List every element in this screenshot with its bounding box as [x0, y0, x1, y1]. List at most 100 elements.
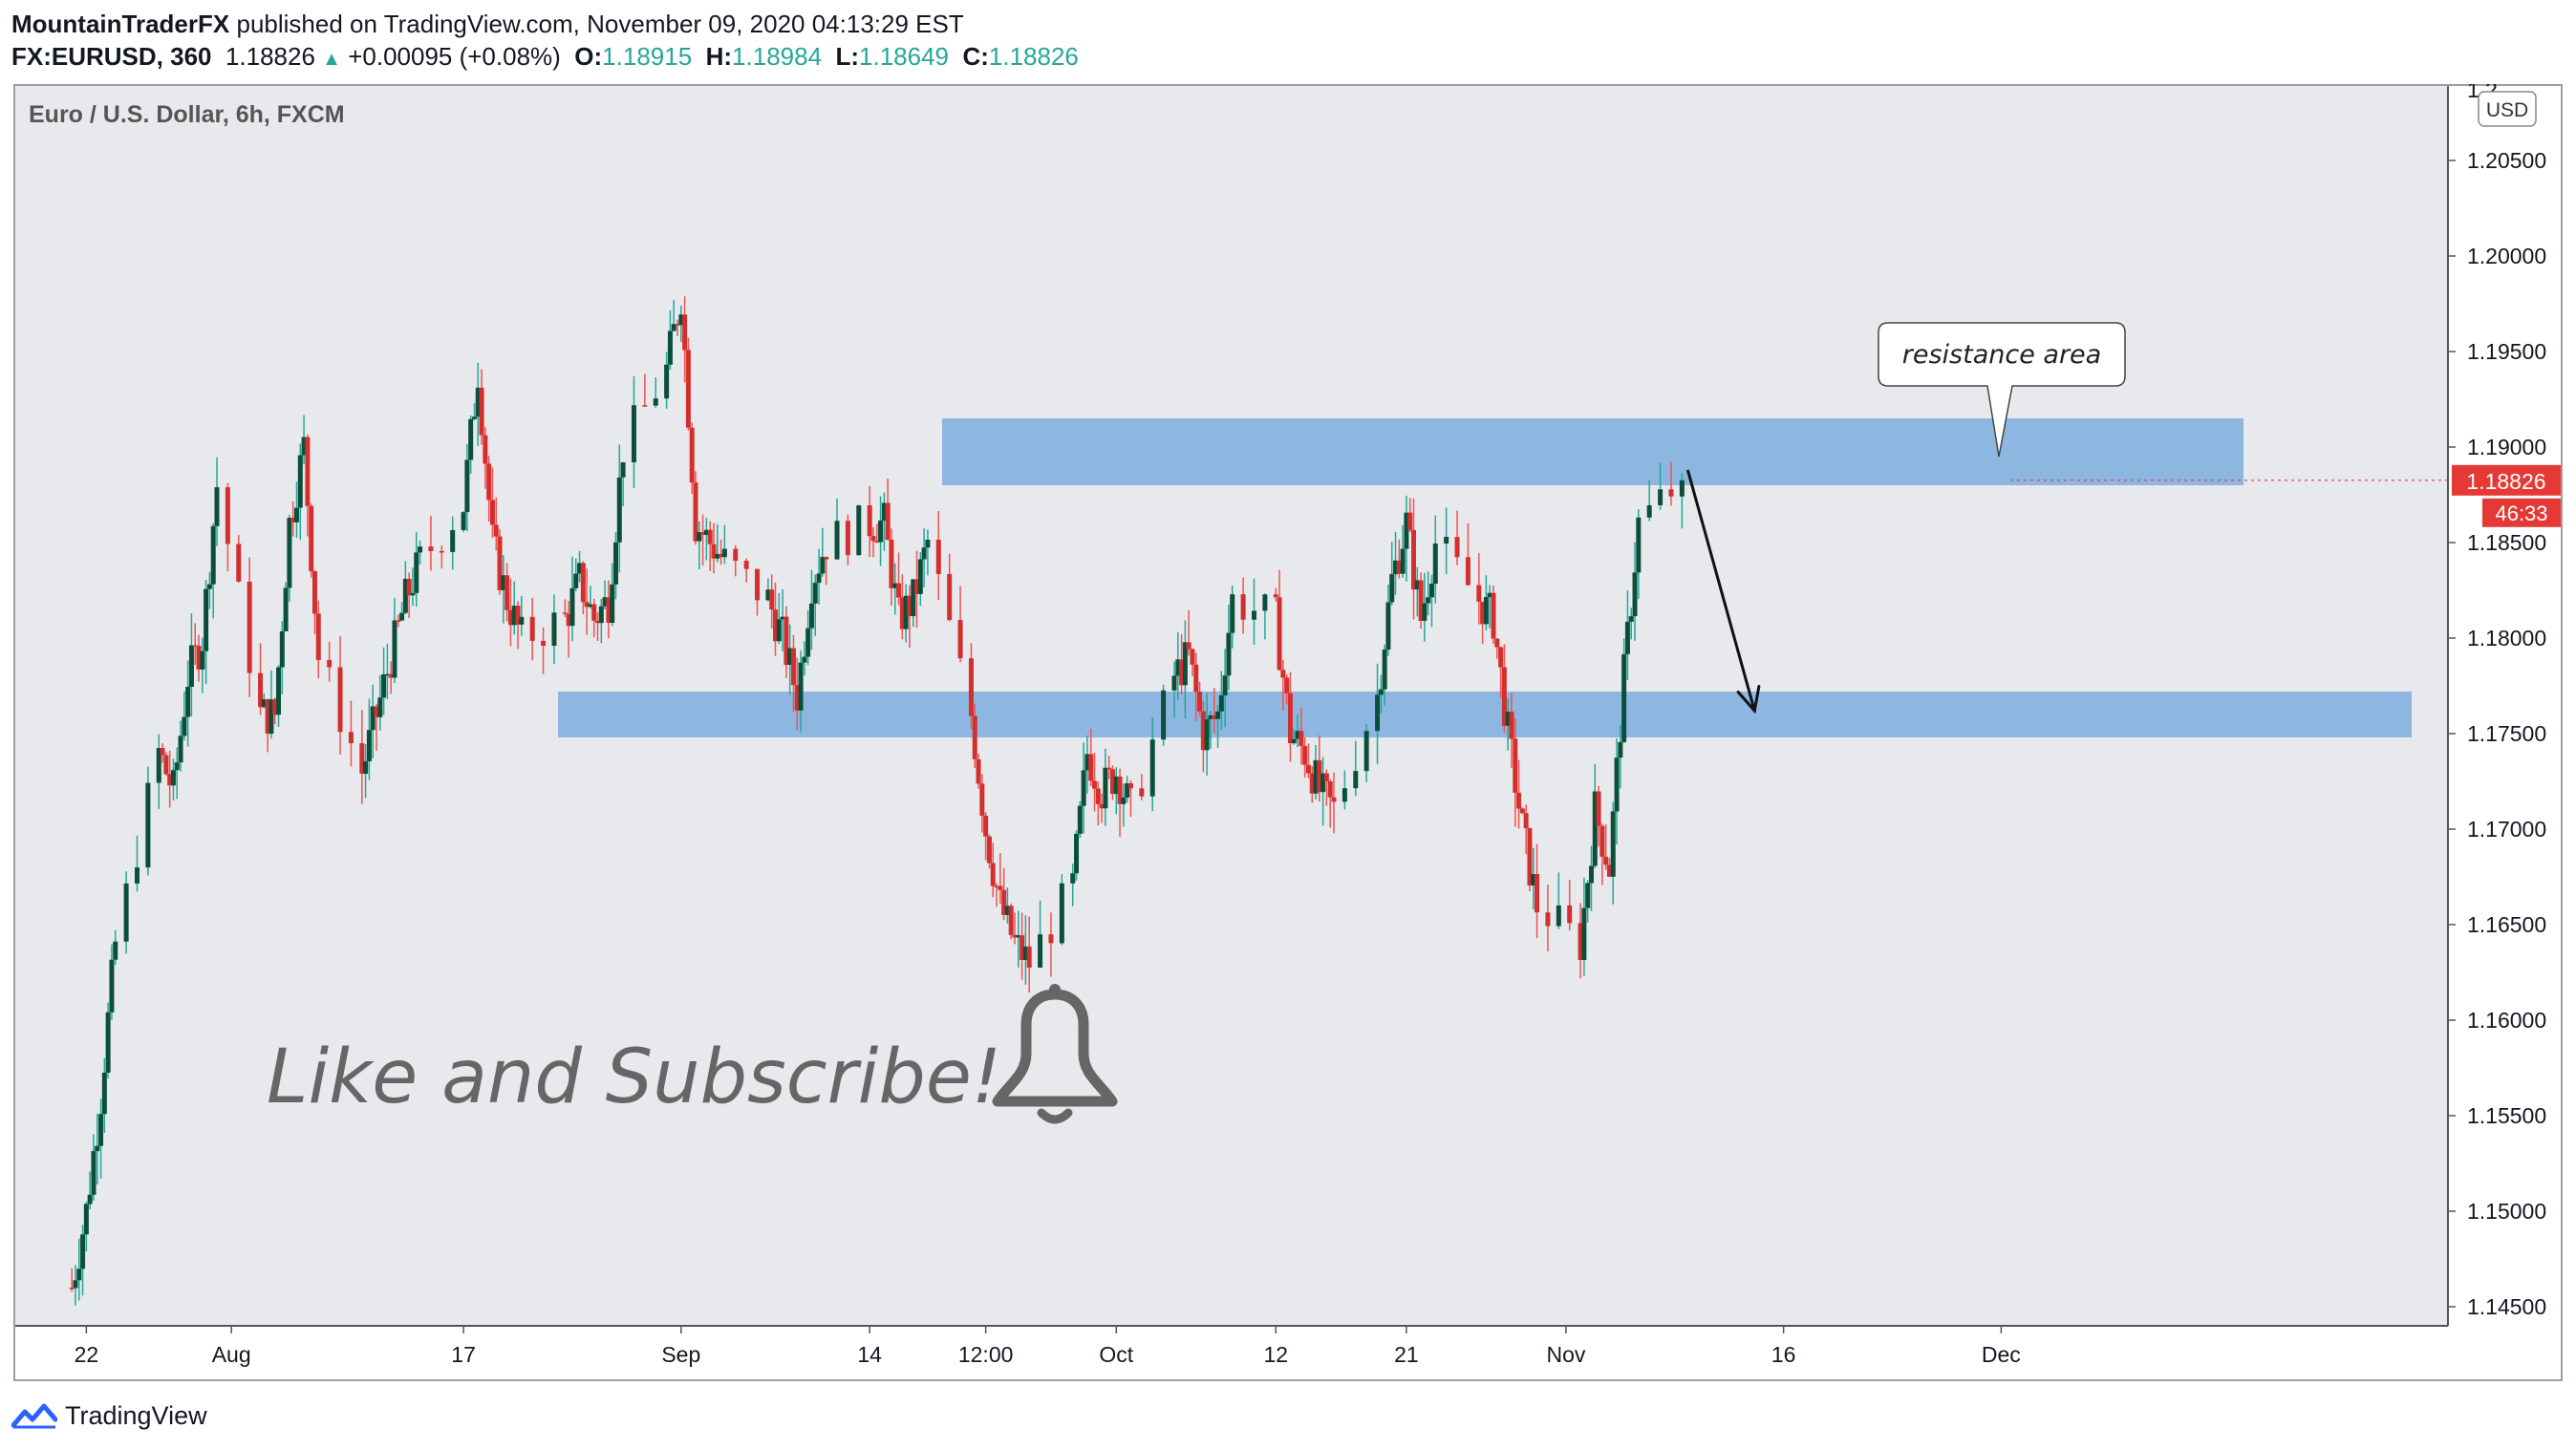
author-name[interactable]: MountainTraderFX — [11, 10, 230, 38]
candle-body — [1353, 771, 1359, 789]
candle-body — [366, 730, 372, 762]
tradingview-logo-icon[interactable] — [11, 1402, 57, 1429]
candle-body — [402, 578, 408, 613]
open-value: 1.18915 — [602, 42, 693, 71]
candle-body — [1186, 642, 1191, 650]
candle-body — [359, 743, 365, 774]
candle-body — [1197, 692, 1203, 712]
candle-body — [598, 606, 604, 624]
candle-body — [1127, 783, 1133, 789]
x-tick-label: 12 — [1263, 1342, 1288, 1367]
resistance-zone[interactable] — [942, 418, 2243, 485]
candle-body — [283, 587, 289, 631]
candle-body — [1422, 603, 1428, 621]
candle-body — [721, 548, 727, 558]
candle-body — [1505, 712, 1511, 726]
projection-arrow-line[interactable] — [1685, 469, 1756, 712]
candle-body — [1048, 934, 1054, 944]
candle-body — [1149, 739, 1155, 797]
candle-body — [794, 685, 800, 711]
candle-body — [1001, 889, 1007, 915]
candle-body — [577, 563, 583, 574]
candle-body — [935, 540, 941, 574]
candle-body — [907, 595, 912, 617]
candle-body — [489, 500, 495, 525]
symbol-label: FX:EURUSD, 360 — [11, 42, 212, 71]
countdown-tag — [2482, 498, 2561, 527]
candle-body — [983, 815, 989, 837]
candle-body — [76, 1269, 82, 1281]
support-zone[interactable] — [558, 692, 2412, 737]
x-tick-label: 14 — [857, 1342, 882, 1367]
candle-body — [1008, 906, 1014, 935]
candle-body — [925, 540, 931, 548]
candle-body — [595, 620, 601, 624]
candle-body — [1531, 874, 1536, 885]
candle-body — [867, 505, 872, 537]
candle-body — [98, 1114, 104, 1146]
candle-body — [1501, 667, 1507, 726]
candle-body — [921, 547, 927, 560]
tradingview-brand[interactable]: TradingView — [65, 1400, 207, 1430]
price-axis-area[interactable] — [2448, 84, 2563, 1326]
candle-body — [1277, 597, 1282, 671]
high-label: H: — [705, 42, 733, 71]
candle-body — [370, 706, 376, 731]
candle-body — [1432, 544, 1438, 585]
candle-body — [885, 502, 891, 541]
candle-body — [1513, 738, 1518, 793]
candle-body — [569, 587, 575, 627]
candle-body — [384, 673, 390, 676]
candle-body — [1117, 776, 1123, 804]
candle-body — [174, 762, 180, 771]
candle-body — [1606, 864, 1612, 877]
candle-body — [511, 606, 517, 626]
candle-body — [1175, 659, 1181, 676]
candle-body — [1535, 874, 1540, 913]
candle-body — [1182, 642, 1188, 686]
candle-body — [773, 609, 778, 642]
candle-body — [1363, 731, 1369, 772]
candle-body — [682, 314, 688, 351]
price-chart[interactable]: 1.14500 1.15000 1.15500 1.16000 1.16500 1.170… — [13, 84, 2565, 1381]
candle-body — [820, 556, 826, 574]
candle-body — [1230, 594, 1235, 633]
candle-body — [1299, 731, 1304, 746]
candle-body — [689, 427, 695, 483]
candle-body — [327, 659, 333, 668]
candle-body — [802, 656, 807, 663]
x-tick-label: 17 — [451, 1342, 476, 1367]
candle-body — [986, 836, 992, 864]
candle-body — [1215, 711, 1221, 719]
time-axis-area[interactable] — [13, 1326, 2448, 1381]
candle-body — [1476, 585, 1482, 602]
candle-body — [1070, 873, 1076, 884]
candle-body — [1679, 480, 1685, 497]
candle-body — [1396, 560, 1402, 574]
y-tick-label: 1.19500 — [2467, 339, 2546, 364]
candle-body — [1022, 946, 1028, 960]
candle-body — [501, 575, 506, 590]
candle-body — [580, 563, 586, 603]
candle-body — [685, 350, 691, 428]
time-axis-labels: 22 Aug 17 Sep 14 12:00 Oct 12 21 Nov 16 Dec — [75, 1326, 2021, 1367]
candle-body — [707, 529, 713, 544]
currency-badge[interactable]: USD — [2478, 91, 2537, 127]
x-tick-label: Nov — [1546, 1342, 1585, 1367]
candle-body — [1320, 773, 1326, 793]
candle-body — [247, 581, 252, 673]
candle-body — [1208, 714, 1213, 719]
resistance-callout[interactable] — [1878, 322, 2126, 458]
candle-body — [236, 544, 242, 582]
candle-body — [1088, 754, 1094, 781]
candle-body — [529, 616, 535, 641]
candle-body — [113, 941, 118, 960]
candle-body — [1323, 773, 1329, 782]
candle-body — [287, 518, 292, 588]
candle-body — [1284, 677, 1290, 693]
candle-body — [1465, 557, 1470, 586]
candle-body — [363, 761, 369, 774]
candle-body — [160, 748, 165, 756]
x-tick-label: 21 — [1394, 1342, 1419, 1367]
y-tick-label: 1.17000 — [2467, 817, 2546, 842]
